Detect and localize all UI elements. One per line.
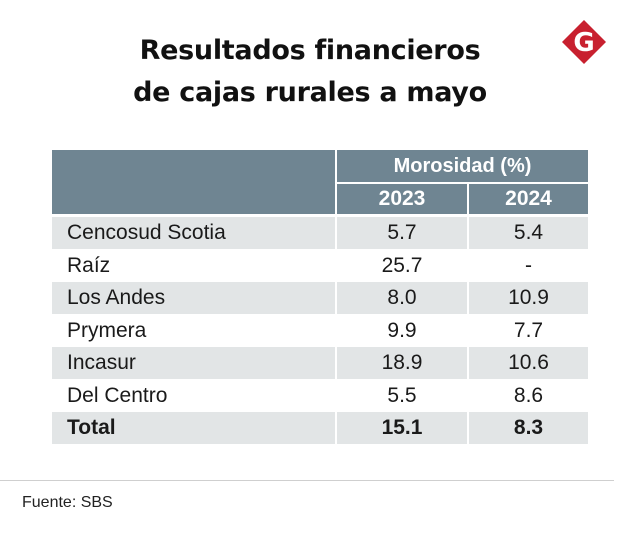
value-2024: 10.9 bbox=[469, 282, 588, 314]
chart-title: Resultados financieros de cajas rurales … bbox=[0, 30, 620, 114]
value-2023: 5.7 bbox=[337, 217, 467, 249]
table-row: Raíz 25.7- bbox=[52, 249, 588, 282]
value-2024: 7.7 bbox=[469, 314, 588, 347]
title-line-1: Resultados financieros bbox=[139, 35, 481, 66]
table-header-blank bbox=[52, 150, 335, 214]
source-note: Fuente: SBS bbox=[22, 494, 113, 511]
table-row: Prymera 9.9 7.7 bbox=[52, 314, 588, 347]
value-2023: 5.5 bbox=[337, 379, 467, 412]
value-2024: 10.6 bbox=[469, 347, 588, 379]
row-label: Incasur bbox=[52, 347, 335, 379]
table-row: Los Andes 8.0 10.9 bbox=[52, 282, 588, 314]
logo-letter: G bbox=[573, 28, 594, 58]
row-label: Cencosud Scotia bbox=[52, 217, 335, 249]
value-2023: 18.9 bbox=[337, 347, 467, 379]
value-2024: 8.3 bbox=[469, 412, 588, 444]
row-label: Los Andes bbox=[52, 282, 335, 314]
row-label: Prymera bbox=[52, 314, 335, 347]
row-label: Total bbox=[52, 412, 335, 444]
gestion-logo-icon: G bbox=[562, 20, 606, 64]
column-header-2024: 2024 bbox=[469, 184, 588, 214]
group-header: Morosidad (%) bbox=[337, 150, 588, 182]
value-2024: 5.4 bbox=[469, 217, 588, 249]
total-row: Total 15.1 8.3 bbox=[52, 412, 588, 444]
value-2024: 8.6 bbox=[469, 379, 588, 412]
table-row: Incasur 18.9 10.6 bbox=[52, 347, 588, 379]
value-2023: 15.1 bbox=[337, 412, 467, 444]
table-row: Del Centro 5.5 8.6 bbox=[52, 379, 588, 412]
value-2023: 9.9 bbox=[337, 314, 467, 347]
row-label: Raíz bbox=[52, 249, 335, 282]
footer-divider bbox=[0, 480, 614, 481]
title-line-2: de cajas rurales a mayo bbox=[133, 77, 487, 108]
row-label: Del Centro bbox=[52, 379, 335, 412]
value-2023: 8.0 bbox=[337, 282, 467, 314]
value-2024: - bbox=[469, 249, 588, 282]
value-2023: 25.7 bbox=[337, 249, 467, 282]
column-header-2023: 2023 bbox=[337, 184, 467, 214]
table-row: Cencosud Scotia 5.7 5.4 bbox=[52, 217, 588, 249]
